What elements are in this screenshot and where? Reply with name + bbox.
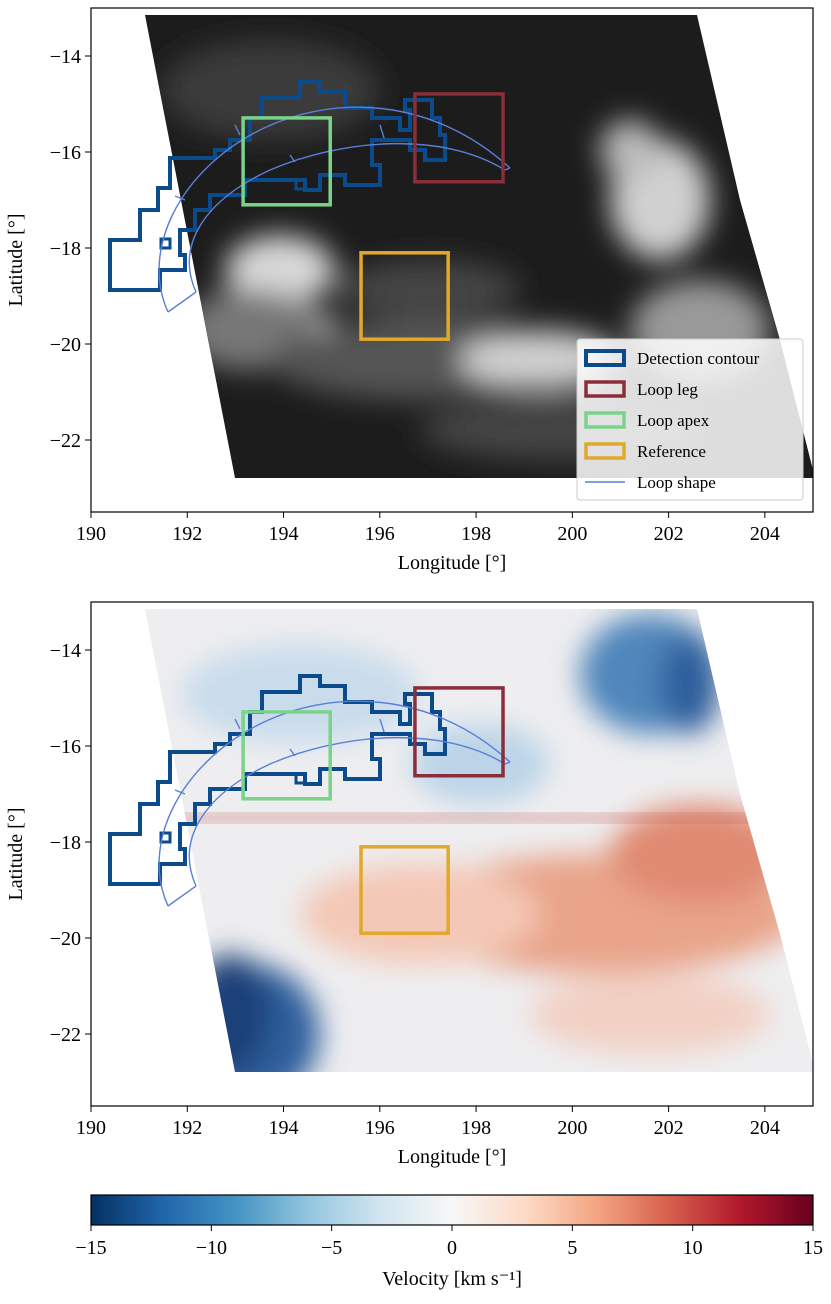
- x-tick-label: 192: [172, 523, 202, 545]
- legend-label: Loop leg: [637, 380, 698, 399]
- y-tick-label: −22: [50, 430, 81, 452]
- region-box: [413, 686, 505, 778]
- colorbar: [90, 1194, 814, 1226]
- y-tick-label: −18: [50, 832, 81, 854]
- y-tick-label: −20: [50, 334, 81, 356]
- colorbar-tick-label: 10: [683, 1237, 703, 1259]
- y-tick-label: −14: [50, 46, 81, 68]
- y-tick-label: −22: [50, 1024, 81, 1046]
- axes-frame: [90, 7, 814, 513]
- x-tick-label: 204: [750, 1117, 780, 1139]
- region-box: [359, 845, 450, 935]
- y-tick-label: −16: [50, 736, 81, 758]
- y-tick-label: −18: [50, 238, 81, 260]
- x-tick-label: 202: [654, 523, 684, 545]
- region-box: [413, 92, 505, 184]
- x-tick-label: 200: [557, 523, 587, 545]
- x-tick-label: 194: [269, 523, 299, 545]
- colorbar-tick-label: 5: [567, 1237, 577, 1259]
- x-axis-label: Longitude [°]: [398, 552, 507, 574]
- colorbar-tick-label: −15: [75, 1237, 106, 1259]
- x-tick-label: 198: [461, 523, 491, 545]
- x-tick-label: 190: [76, 523, 106, 545]
- x-tick-label: 198: [461, 1117, 491, 1139]
- region-box: [241, 710, 332, 801]
- x-tick-label: 202: [654, 1117, 684, 1139]
- x-tick-label: 204: [750, 523, 780, 545]
- colorbar-label: Velocity [km s⁻¹]: [382, 1268, 522, 1290]
- colorbar-tick-label: 15: [803, 1237, 823, 1259]
- axes-frame: [90, 601, 814, 1107]
- legend-box: [576, 338, 804, 501]
- region-box: [359, 251, 450, 341]
- y-tick-label: −16: [50, 142, 81, 164]
- x-axis-label: Longitude [°]: [398, 1146, 507, 1168]
- y-axis-label: Latitude [°]: [5, 808, 27, 901]
- x-tick-label: 190: [76, 1117, 106, 1139]
- x-tick-label: 196: [365, 1117, 395, 1139]
- colorbar-tick-label: −5: [321, 1237, 342, 1259]
- legend-label: Detection contour: [637, 349, 760, 368]
- legend-patch: [584, 380, 626, 398]
- x-tick-label: 194: [269, 1117, 299, 1139]
- colorbar-tick-label: 0: [447, 1237, 457, 1259]
- region-box: [241, 116, 332, 207]
- x-tick-label: 192: [172, 1117, 202, 1139]
- y-axis-label: Latitude [°]: [5, 214, 27, 307]
- y-tick-label: −20: [50, 928, 81, 950]
- legend-patch: [584, 442, 626, 460]
- velocity-image: [145, 609, 813, 1072]
- legend-label: Loop shape: [637, 473, 716, 492]
- legend-label: Reference: [637, 442, 706, 461]
- intensity-image: [145, 15, 813, 478]
- legend-label: Loop apex: [637, 411, 710, 430]
- colorbar-tick-label: −10: [196, 1237, 227, 1259]
- legend-patch: [584, 349, 626, 367]
- y-tick-label: −14: [50, 640, 81, 662]
- legend-patch: [584, 411, 626, 429]
- x-tick-label: 200: [557, 1117, 587, 1139]
- x-tick-label: 196: [365, 523, 395, 545]
